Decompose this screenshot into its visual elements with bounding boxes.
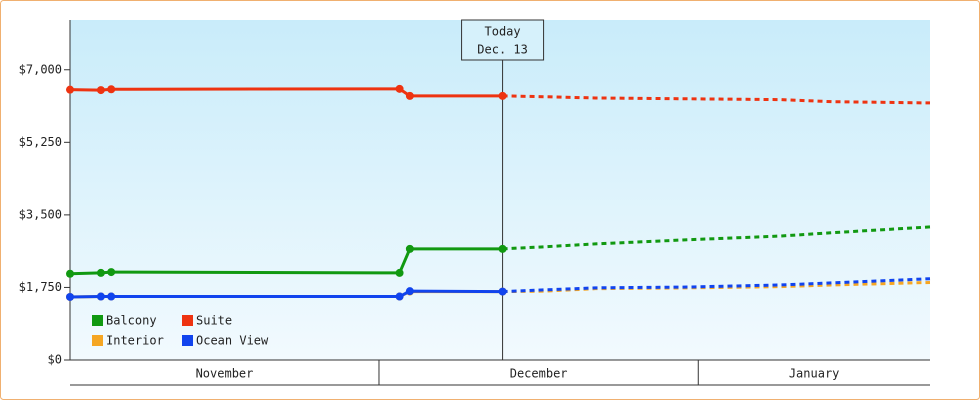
point — [107, 85, 116, 94]
point — [405, 91, 414, 100]
y-tick-label: $0 — [48, 353, 62, 367]
point — [66, 85, 74, 94]
x-tick-label: November — [196, 367, 254, 381]
point — [107, 268, 116, 277]
point — [96, 292, 105, 301]
point — [107, 292, 116, 301]
y-tick-label: $1,750 — [19, 280, 62, 294]
today-label: Today — [485, 25, 521, 39]
point — [96, 268, 105, 277]
legend-swatch — [182, 335, 193, 346]
point — [498, 91, 507, 100]
legend-label: Balcony — [106, 314, 157, 328]
legend-swatch — [92, 315, 103, 326]
point — [395, 292, 404, 301]
x-tick-label: January — [789, 367, 840, 381]
today-label: Dec. 13 — [477, 43, 528, 57]
chart-layer: $0 $1,750 $3,500 $5,250 $7,000 November Decemb… — [19, 19, 931, 386]
point — [498, 287, 507, 296]
x-tick-label: December — [510, 367, 568, 381]
legend-swatch — [92, 335, 103, 346]
series-line — [69, 87, 503, 98]
today-box — [461, 19, 545, 61]
legend-label: Ocean View — [196, 334, 269, 348]
plot-area — [70, 20, 930, 360]
y-tick-label: $5,250 — [19, 135, 62, 149]
y-tick-label: $7,000 — [19, 62, 62, 76]
legend-label: Suite — [196, 314, 232, 328]
series-line — [69, 289, 503, 299]
point — [96, 86, 105, 95]
point — [395, 268, 404, 277]
legend-label: Interior — [106, 334, 164, 348]
point — [395, 84, 404, 93]
point — [66, 292, 74, 301]
point — [66, 269, 74, 278]
point — [498, 244, 507, 253]
legend-swatch — [182, 315, 193, 326]
point — [405, 244, 414, 253]
point — [405, 287, 414, 296]
y-tick-label: $3,500 — [19, 207, 62, 221]
series-line — [69, 247, 503, 276]
